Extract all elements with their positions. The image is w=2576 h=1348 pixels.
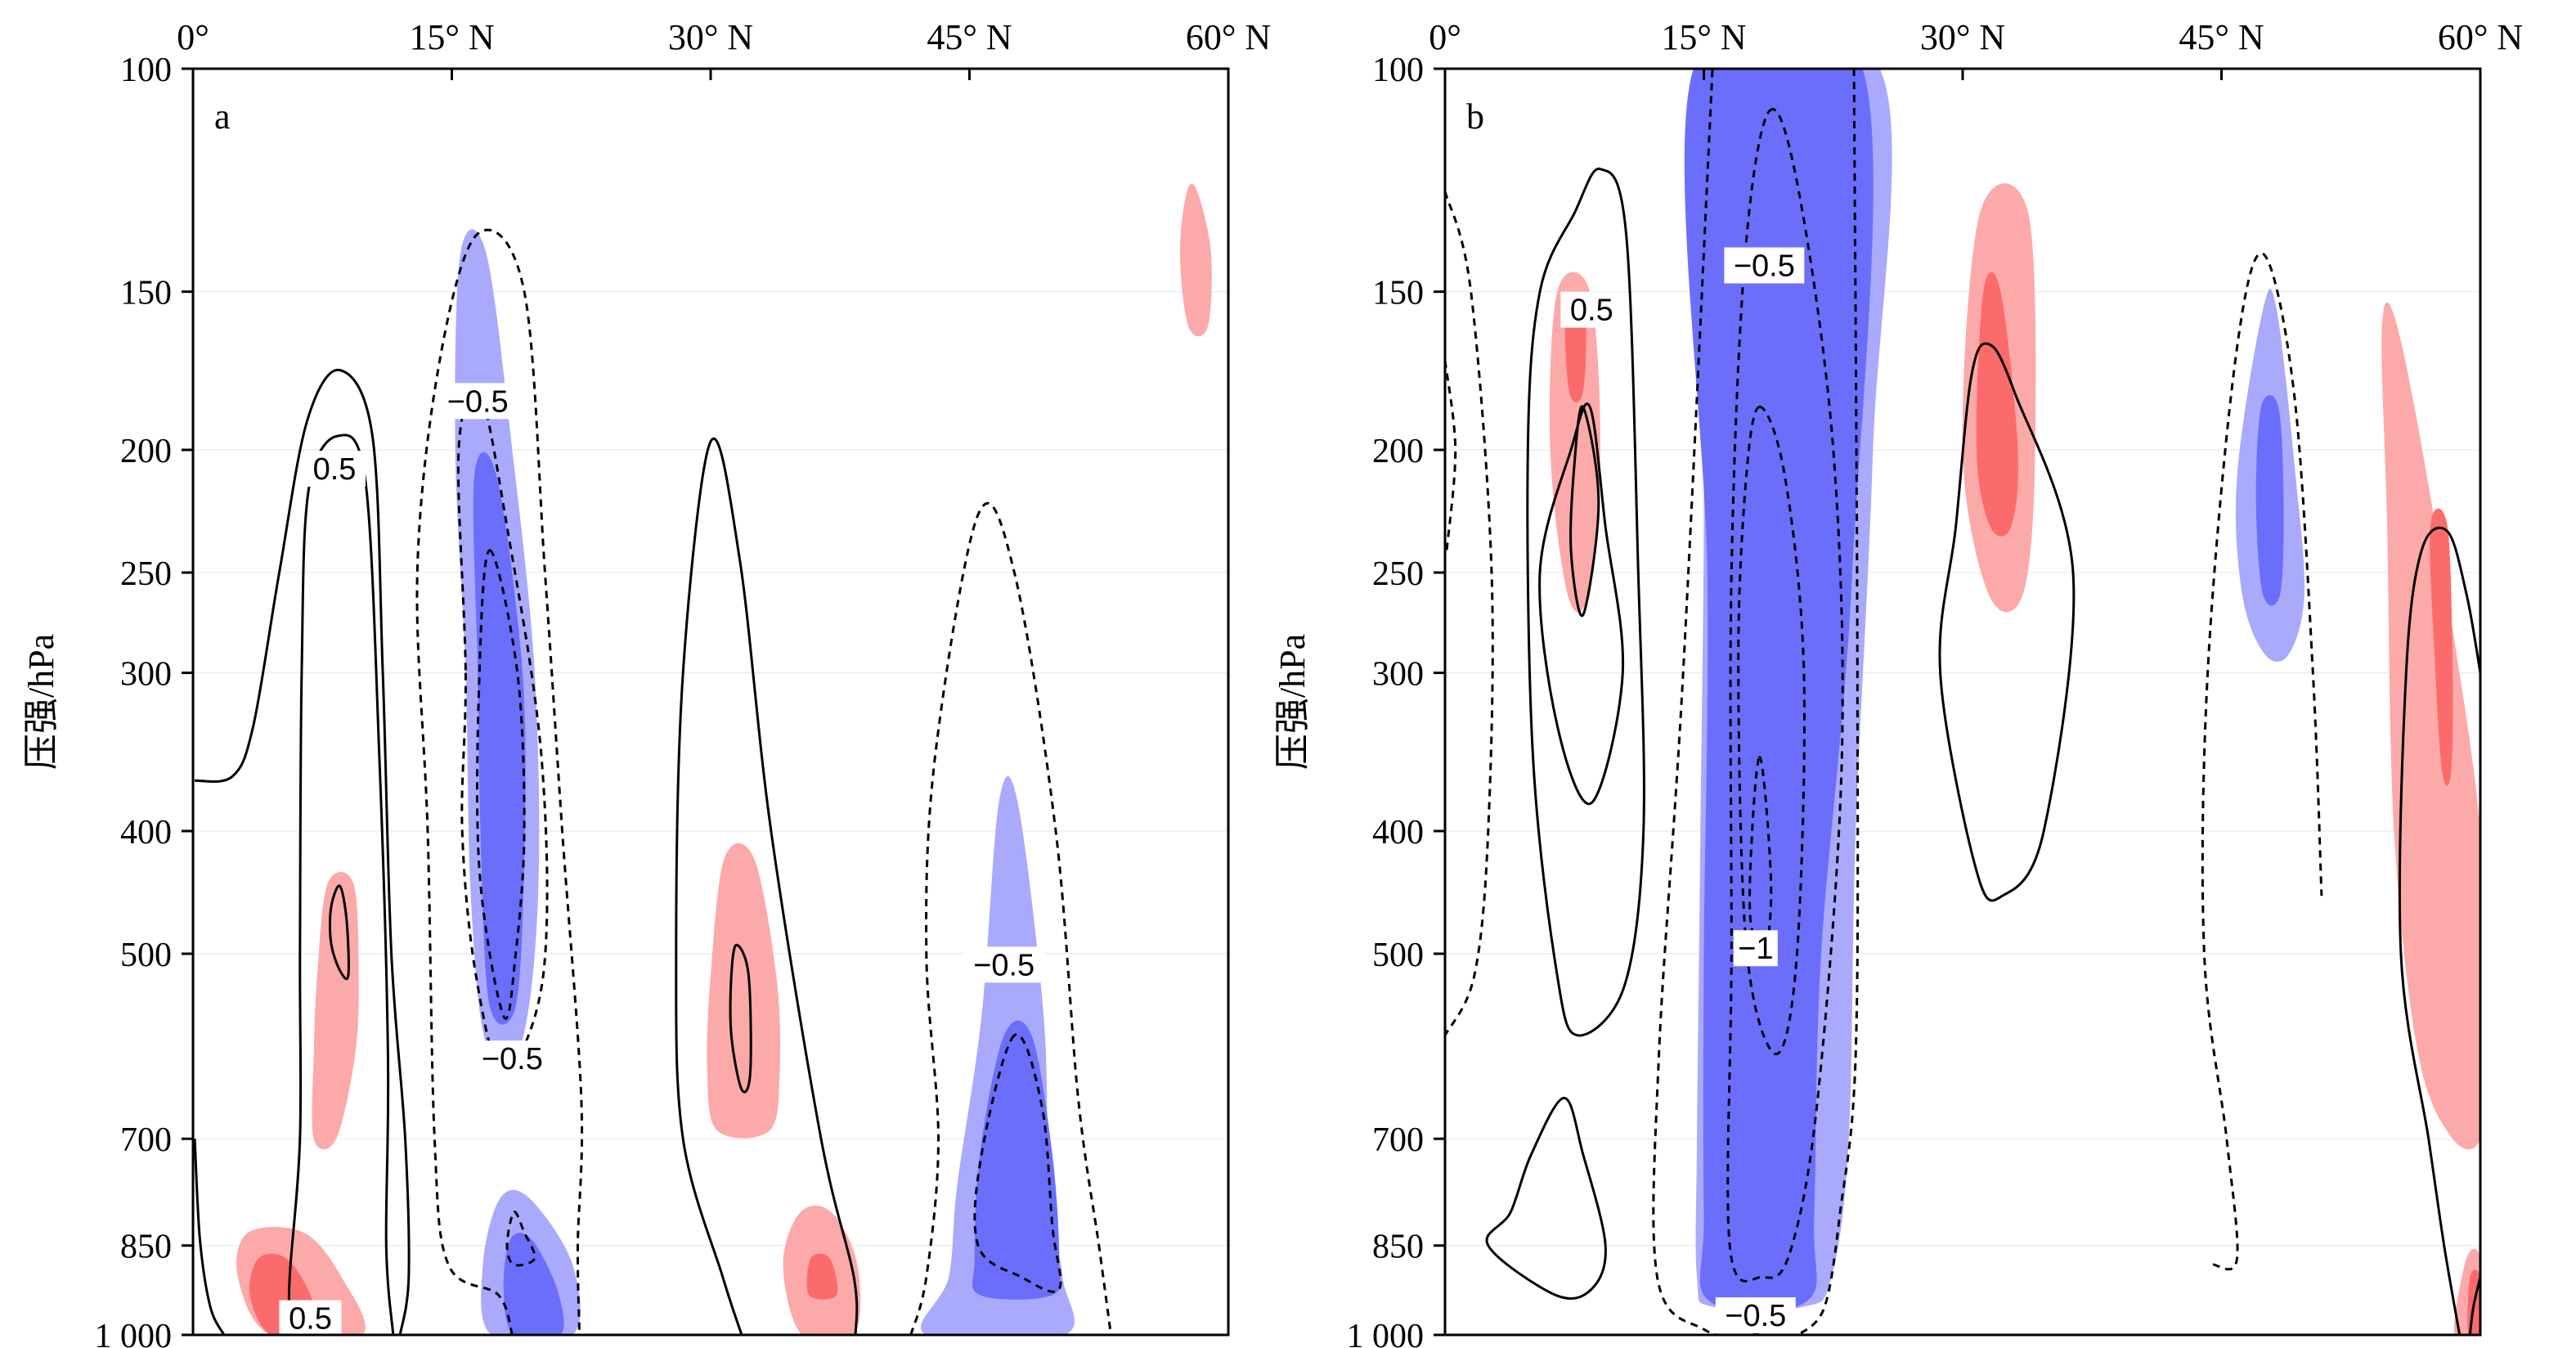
panel-a: 0.5 −0.5 −0.5 −0.5 0.5 0° 15° N 30° N 45° N 60° N… (21, 17, 1271, 1348)
x-tick-label: 15° N (1661, 17, 1746, 57)
negative-contour-line (1445, 360, 1457, 550)
y-tick-label: 200 (120, 433, 172, 470)
x-tick-label: 0° (1429, 17, 1461, 57)
positive-anomaly-region (312, 872, 359, 1150)
panel-b: −0.5 0.5 −1 −0.5 0° 15° N 30° N 45° N 60° N 100 15… (1272, 17, 2523, 1348)
y-tick-label: 1 000 (1347, 1318, 1425, 1348)
negative-contour-line (505, 1211, 536, 1267)
negative-contour-line (909, 501, 1112, 1335)
contour-label: 0.5 (1560, 291, 1623, 328)
contour-label: −0.5 (1724, 247, 1805, 284)
y-tick-label: 1 000 (95, 1318, 173, 1348)
x-tick-label: 30° N (1920, 17, 2005, 57)
positive-contour-line (2398, 526, 2480, 1335)
y-tick-label: 700 (1372, 1121, 1424, 1159)
y-axis-label: 压强/hPa (1272, 634, 1313, 770)
y-tick-label: 200 (1372, 433, 1424, 470)
y-tick-label: 400 (1372, 814, 1424, 851)
y-tick-label: 500 (1372, 937, 1424, 974)
negative-contour-line (476, 549, 526, 1020)
contour-label: −0.5 (438, 383, 518, 420)
plot-area: −0.5 0.5 −1 −0.5 (1445, 69, 2480, 1335)
positive-anomaly-region (2430, 508, 2453, 786)
negative-contour-line (973, 1033, 1062, 1293)
positive-contour-line (194, 368, 411, 1335)
positive-contour-line (1526, 167, 1645, 1037)
y-tick-label: 150 (120, 275, 172, 312)
y-tick-label: 250 (120, 555, 172, 593)
y-tick-label: 850 (120, 1229, 172, 1266)
y-tick-label: 300 (1372, 656, 1424, 694)
svg-text:−0.5: −0.5 (973, 948, 1034, 982)
svg-text:0.5: 0.5 (1570, 294, 1613, 328)
x-tick-label: 15° N (409, 17, 494, 57)
x-tick-label: 60° N (2438, 17, 2523, 57)
negative-contour-line (2201, 252, 2323, 1271)
y-tick-label: 250 (1372, 555, 1424, 593)
positive-contour-line (675, 437, 859, 1335)
x-tick-label: 45° N (2179, 17, 2264, 57)
y-axis-label: 压强/hPa (21, 634, 61, 770)
svg-text:0.5: 0.5 (313, 452, 357, 487)
positive-contour-line (1938, 342, 2076, 902)
positive-contour-line (328, 884, 350, 981)
x-tick-label: 0° (177, 17, 209, 57)
positive-anomaly-region (2381, 302, 2480, 1150)
negative-contour-line (415, 228, 584, 1335)
negative-contour-line (1737, 406, 1806, 1056)
positive-contour-line (1569, 405, 1600, 618)
positive-anomaly-region (806, 1253, 838, 1300)
negative-anomaly-region (473, 452, 526, 1025)
positive-contour-line (2468, 1276, 2480, 1335)
svg-text:−0.5: −0.5 (1725, 1299, 1786, 1333)
plot-area: 0.5 −0.5 −0.5 −0.5 0.5 (193, 69, 1228, 1337)
panel-label: a (214, 97, 231, 137)
x-tick-label: 45° N (927, 17, 1012, 57)
contour-label: 0.5 (279, 1300, 342, 1337)
svg-text:−0.5: −0.5 (482, 1042, 543, 1076)
plot-frame (191, 67, 1230, 1337)
positive-contour-line (287, 434, 395, 1335)
y-tick-label: 400 (120, 814, 172, 851)
svg-text:0.5: 0.5 (289, 1302, 332, 1337)
positive-anomaly-region (1179, 183, 1212, 337)
svg-text:−0.5: −0.5 (447, 384, 509, 419)
x-tick-label: 60° N (1186, 17, 1271, 57)
positive-contour-line (1485, 1096, 1607, 1300)
negative-anomaly-region (2255, 395, 2284, 606)
contour-label: −0.5 (1715, 1297, 1796, 1334)
negative-contour-line (1797, 69, 1860, 1335)
contour-label: −1 (1733, 930, 1778, 967)
x-tick-label: 30° N (668, 17, 753, 57)
svg-text:−1: −1 (1738, 932, 1773, 966)
positive-anomaly-region (707, 842, 781, 1139)
panel-label: b (1466, 97, 1484, 137)
y-tick-label: 100 (1372, 52, 1424, 89)
y-tick-label: 700 (120, 1121, 172, 1159)
positive-contour-line (193, 1139, 226, 1335)
contour-label: −0.5 (963, 946, 1044, 983)
negative-anomaly-region (503, 1233, 564, 1335)
negative-contour-line (1652, 69, 1791, 1335)
positive-anomaly-region (1976, 272, 2018, 537)
positive-contour-line (729, 943, 752, 1094)
y-tick-label: 150 (1372, 275, 1424, 312)
contour-label: −0.5 (472, 1040, 553, 1077)
negative-contour-line (1445, 191, 1494, 1036)
y-tick-label: 500 (120, 937, 172, 974)
plot-frame (1443, 67, 2482, 1337)
contour-label: 0.5 (303, 451, 366, 488)
y-tick-label: 300 (120, 656, 172, 694)
y-tick-label: 100 (120, 52, 172, 89)
y-tick-label: 850 (1372, 1229, 1424, 1266)
positive-contour-line (1538, 402, 1625, 806)
negative-contour-line (1726, 108, 1844, 1283)
svg-text:−0.5: −0.5 (1734, 249, 1795, 283)
